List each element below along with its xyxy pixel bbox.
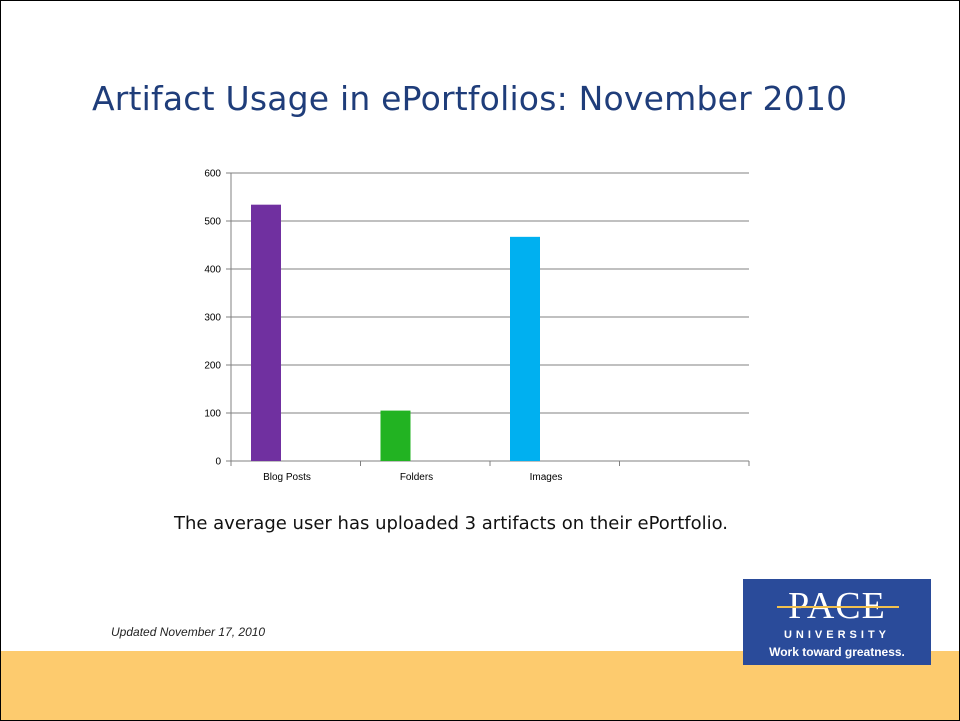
y-tick-label: 600 xyxy=(204,169,221,180)
x-category-label: Images xyxy=(530,472,563,483)
y-tick-label: 300 xyxy=(204,313,221,324)
bar-chart: 0 100 200 300 400 500 600 Blog Posts Folders Imag… xyxy=(204,169,750,483)
y-tick-label: 100 xyxy=(204,409,221,420)
y-tick-label: 500 xyxy=(204,217,221,228)
updated-date: Updated November 17, 2010 xyxy=(111,625,266,639)
slide-title: Artifact Usage in ePortfolios: November … xyxy=(92,79,848,118)
y-tick-label: 0 xyxy=(215,457,221,468)
logo-tagline: Work toward greatness. xyxy=(769,645,905,659)
y-tick-label: 200 xyxy=(204,361,221,372)
pace-university-logo: PACE UNIVERSITY Work toward greatness. xyxy=(743,579,931,665)
caption-text: The average user has uploaded 3 artifact… xyxy=(173,513,729,534)
bar xyxy=(380,410,411,461)
logo-rule xyxy=(777,606,899,608)
y-tick-label: 400 xyxy=(204,265,221,276)
bar xyxy=(251,204,281,461)
logo-subtitle: UNIVERSITY xyxy=(783,629,890,641)
x-category-label: Folders xyxy=(400,472,433,483)
bar xyxy=(510,236,540,461)
x-category-label: Blog Posts xyxy=(263,472,311,483)
